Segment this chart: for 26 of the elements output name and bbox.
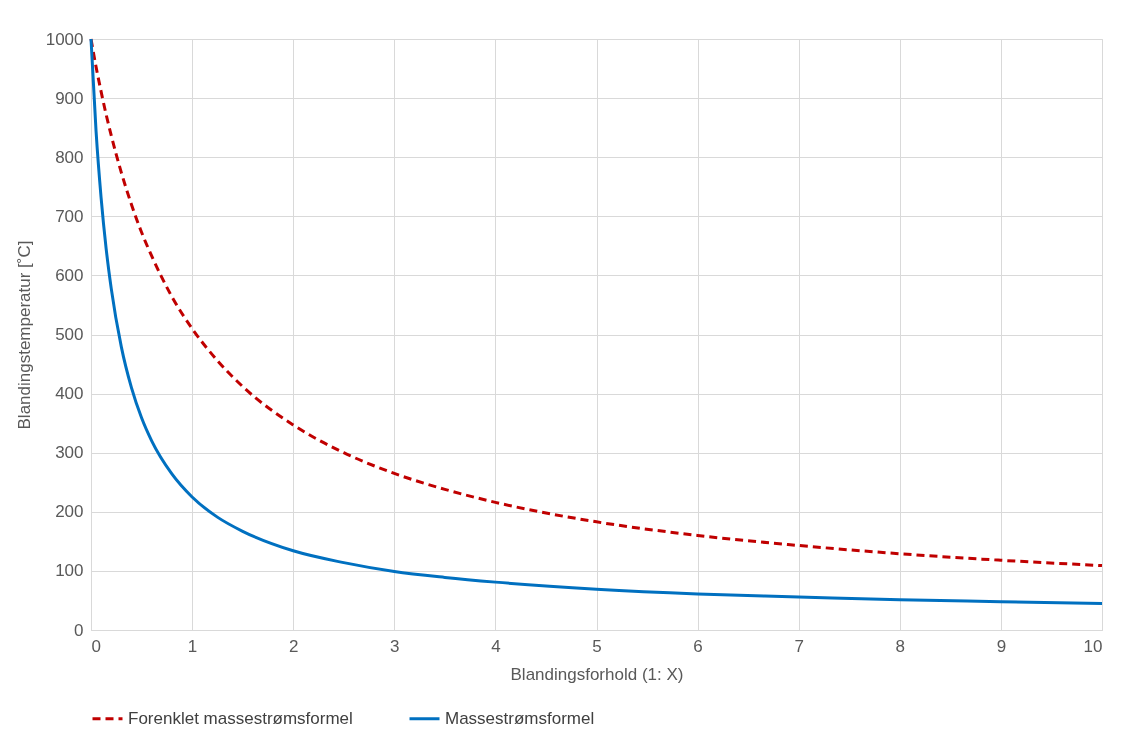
y-tick-label: 100 [55,561,84,581]
y-tick-label: 0 [74,620,84,640]
y-tick-label: 700 [55,206,84,226]
x-tick-label: 5 [592,636,602,656]
x-tick-label: 6 [693,636,703,656]
x-tick-label: 4 [491,636,501,656]
x-tick-label: 10 [1083,636,1103,656]
x-tick-label: 8 [895,636,906,656]
y-tick-label: 800 [55,147,84,167]
x-tick-label: 2 [288,636,299,656]
y-tick-label: 900 [55,88,84,108]
y-tick-label: 500 [55,325,84,344]
x-tick-label: 3 [390,636,400,656]
y-tick-label: 1000 [45,29,84,49]
x-tick-label: 0 [91,636,101,656]
y-axis-title: Blandingstemperatur [˚C] [14,240,34,430]
legend-label: Forenklet massestrømsformel [128,708,353,728]
x-tick-label: 9 [996,636,1007,656]
y-tick-label: 400 [55,384,84,404]
y-tick-label: 200 [55,502,84,522]
y-tick-label: 300 [55,443,84,463]
x-tick-label: 7 [794,636,804,656]
y-tick-label: 600 [55,265,84,285]
x-axis-title: Blandingsforhold (1: X) [510,664,684,684]
legend-label: Massestrømsformel [445,708,595,728]
x-tick-label: 1 [187,636,198,656]
